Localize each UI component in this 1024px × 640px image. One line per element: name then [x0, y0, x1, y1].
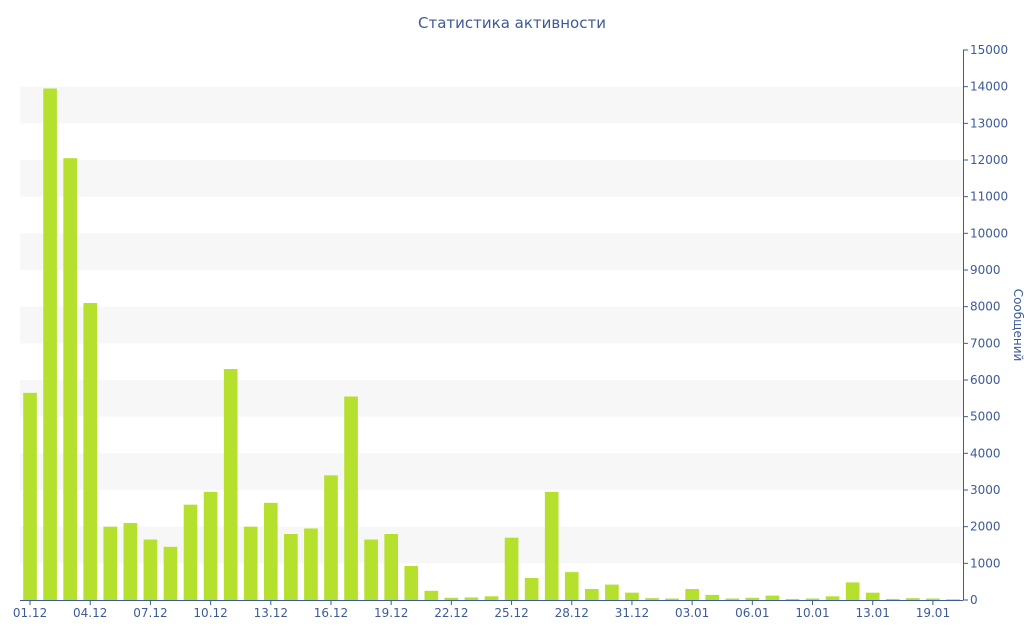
x-tick-label-06.01: 06.01	[735, 606, 769, 620]
x-tick-label-03.01: 03.01	[675, 606, 709, 620]
chart-title: Статистика активности	[418, 14, 606, 32]
bars-group	[23, 88, 960, 601]
grid-band	[20, 453, 963, 490]
x-ticks-group: 01.12 04.12 07.12 10.12 13.12 16.12 19.12 22.12…	[13, 600, 950, 620]
axes-group	[20, 50, 964, 601]
bar-08.01[interactable]	[785, 598, 800, 600]
grid-bands	[20, 86, 963, 564]
bar-30.12[interactable]	[605, 584, 619, 600]
bar-03.12[interactable]	[63, 158, 77, 601]
y-tick-label: 9000	[970, 263, 1001, 277]
bar-28.12[interactable]	[564, 572, 579, 600]
bar-04.12[interactable]	[83, 303, 98, 600]
bar-09.01[interactable]	[805, 598, 820, 600]
bar-21.12[interactable]	[424, 590, 439, 600]
bar-04.01[interactable]	[705, 594, 720, 600]
bar-07.01[interactable]	[765, 595, 780, 600]
y-tick-label: 8000	[970, 300, 1001, 314]
grid-band	[20, 86, 963, 124]
bar-05.01[interactable]	[725, 598, 740, 600]
x-tick-label-31.12: 31.12	[615, 606, 649, 620]
bar-03.01[interactable]	[685, 589, 699, 600]
bar-10.12[interactable]	[203, 491, 218, 600]
bar-19.12[interactable]	[384, 534, 398, 600]
bar-13.01[interactable]	[885, 598, 900, 600]
y-tick-label: 13000	[970, 116, 1008, 130]
x-tick-label-19.12: 19.12	[374, 606, 408, 620]
x-tick-label-10.12: 10.12	[193, 606, 227, 620]
x-tick-label-28.12: 28.12	[555, 606, 589, 620]
bar-25.12[interactable]	[504, 537, 519, 600]
grid-band	[20, 306, 963, 344]
y-tick-label: 11000	[970, 190, 1008, 204]
x-tick-label-01.12: 01.12	[13, 606, 47, 620]
y-tick-label: 6000	[970, 373, 1001, 387]
bar-05.12[interactable]	[103, 526, 118, 600]
x-tick-label-22.12: 22.12	[434, 606, 468, 620]
bar-10.01[interactable]	[825, 596, 840, 600]
bar-20.12[interactable]	[404, 565, 419, 600]
x-tick-label-07.12: 07.12	[133, 606, 167, 620]
y-tick-label: 10000	[970, 226, 1008, 240]
bar-14.01[interactable]	[906, 598, 920, 600]
bar-23.12[interactable]	[464, 597, 479, 600]
bar-24.12[interactable]	[484, 596, 499, 600]
x-tick-label-04.12: 04.12	[73, 606, 107, 620]
bar-27.12[interactable]	[544, 491, 559, 600]
y-tick-label: 12000	[970, 153, 1008, 167]
x-tick-label-10.01: 10.01	[795, 606, 829, 620]
y-tick-label: 15000	[970, 43, 1008, 57]
bar-12.12[interactable]	[243, 526, 258, 600]
bar-31.12[interactable]	[625, 592, 639, 600]
bar-17.12[interactable]	[344, 396, 358, 601]
x-tick-label-13.12: 13.12	[254, 606, 288, 620]
bar-22.12[interactable]	[444, 597, 459, 600]
grid-band	[20, 380, 963, 417]
grid-band	[20, 160, 963, 197]
bar-26.12[interactable]	[524, 578, 539, 600]
grid-band	[20, 233, 963, 270]
bar-07.12[interactable]	[143, 539, 158, 601]
y-tick-label: 5000	[970, 410, 1001, 424]
y-ticks-group: 0 1000 2000 3000 4000 5000 6000 7000 8000 9000 100…	[963, 43, 1008, 607]
y-tick-label: 7000	[970, 336, 1001, 350]
y-axis-title: Сообщений	[1011, 289, 1024, 362]
bar-16.12[interactable]	[324, 475, 338, 600]
bar-16.01[interactable]	[946, 599, 960, 600]
bar-12.01[interactable]	[865, 592, 880, 600]
bar-29.12[interactable]	[585, 589, 599, 600]
y-tick-label: 4000	[970, 446, 1001, 460]
bar-02.01[interactable]	[665, 598, 679, 600]
bar-15.12[interactable]	[304, 528, 318, 601]
bar-01.12[interactable]	[23, 392, 37, 600]
x-tick-label-16.12: 16.12	[314, 606, 348, 620]
bar-11.01[interactable]	[845, 582, 860, 600]
bar-01.01[interactable]	[645, 598, 659, 600]
y-tick-label: 2000	[970, 520, 1001, 534]
bar-14.12[interactable]	[284, 534, 298, 600]
bar-15.01[interactable]	[926, 598, 940, 600]
x-tick-label-13.01: 13.01	[856, 606, 890, 620]
bar-06.12[interactable]	[123, 523, 138, 600]
bar-11.12[interactable]	[223, 369, 238, 600]
bar-08.12[interactable]	[163, 546, 178, 600]
grid-band	[20, 526, 963, 564]
y-tick-label: 3000	[970, 483, 1001, 497]
y-tick-label: 14000	[970, 80, 1008, 94]
y-tick-label: 1000	[970, 556, 1001, 570]
bar-18.12[interactable]	[364, 539, 378, 601]
x-tick-label-19.01: 19.01	[916, 606, 950, 620]
bar-13.12[interactable]	[263, 502, 278, 600]
bar-06.01[interactable]	[745, 597, 760, 600]
bar-09.12[interactable]	[183, 504, 198, 600]
x-tick-label-25.12: 25.12	[494, 606, 528, 620]
bar-02.12[interactable]	[43, 88, 57, 601]
y-tick-label: 0	[970, 593, 978, 607]
